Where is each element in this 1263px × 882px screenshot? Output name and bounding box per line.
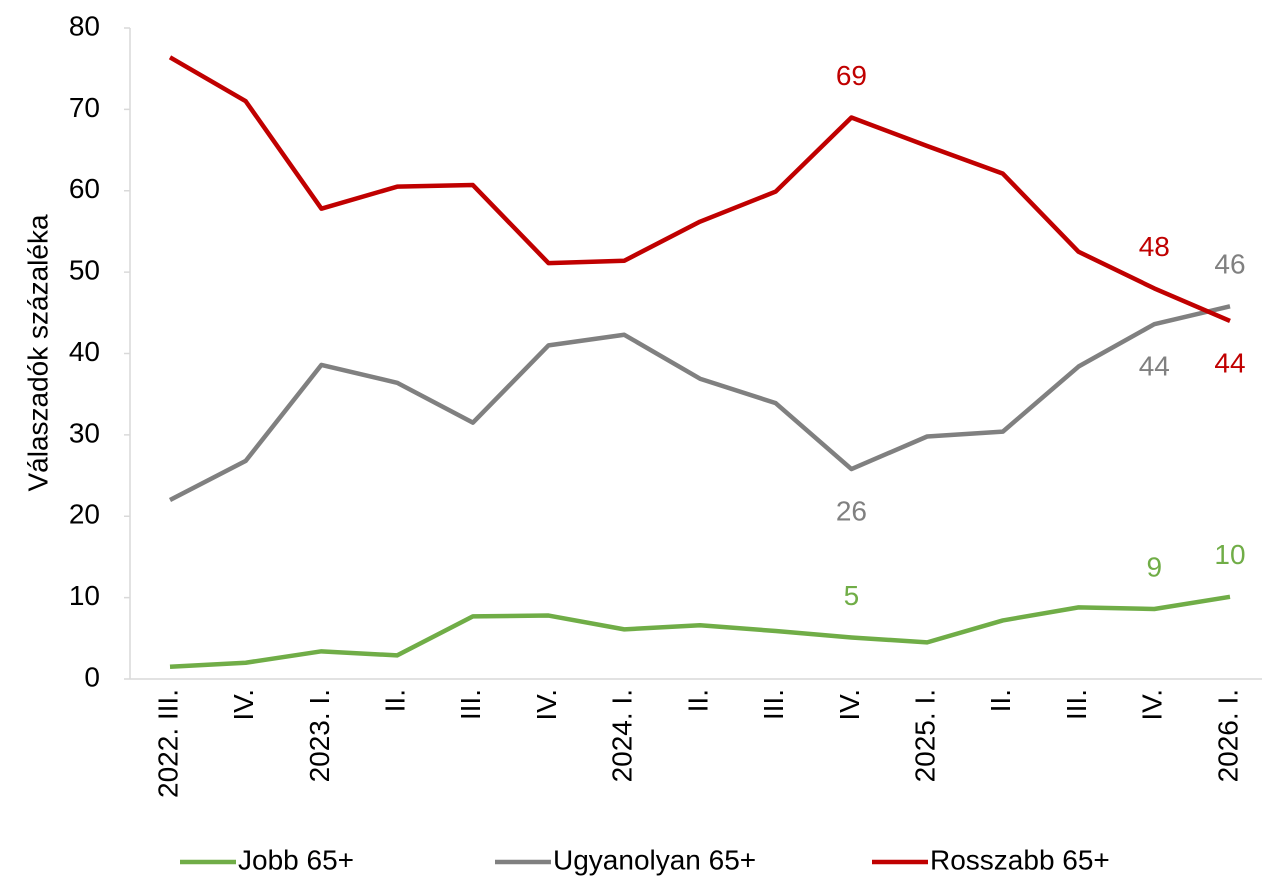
legend-label: Rosszabb 65+ <box>930 844 1110 875</box>
data-label: 69 <box>836 60 867 91</box>
y-tick-label: 50 <box>69 255 100 286</box>
x-tick-label: 2026. I. <box>1212 689 1243 782</box>
legend-label: Jobb 65+ <box>238 844 354 875</box>
data-label: 46 <box>1214 249 1245 280</box>
x-tick-label: 2025. I. <box>910 689 941 782</box>
x-tick-label: IV. <box>834 689 865 721</box>
series-line <box>168 55 1231 324</box>
x-tick-label: III. <box>455 689 486 720</box>
x-tick-label: 2024. I. <box>607 689 638 782</box>
data-label: 9 <box>1146 551 1162 582</box>
data-label: 5 <box>844 580 860 611</box>
legend-label: Ugyanolyan 65+ <box>553 844 756 875</box>
x-tick-label: 2022. III. <box>152 689 183 798</box>
y-tick-label: 30 <box>69 417 100 448</box>
y-axis-label: Válaszadók százaléka <box>22 214 53 491</box>
y-tick-label: 70 <box>69 92 100 123</box>
data-label: 10 <box>1214 539 1245 570</box>
data-label: 44 <box>1214 347 1245 378</box>
x-tick-label: IV. <box>531 689 562 721</box>
x-tick-label: II. <box>985 689 1016 712</box>
x-tick-label: III. <box>758 689 789 720</box>
data-label: 48 <box>1139 231 1170 262</box>
x-tick-label: III. <box>1061 689 1092 720</box>
x-tick-label: 2023. I. <box>304 689 335 782</box>
series-line <box>169 594 1231 670</box>
y-tick-label: 60 <box>69 173 100 204</box>
x-tick-label: IV. <box>1137 689 1168 721</box>
series-line <box>168 304 1231 502</box>
data-label: 44 <box>1139 351 1170 382</box>
x-tick-label: II. <box>380 689 411 712</box>
y-tick-label: 0 <box>84 661 100 692</box>
y-tick-label: 10 <box>69 580 100 611</box>
y-tick-label: 40 <box>69 336 100 367</box>
y-tick-label: 80 <box>69 10 100 41</box>
data-label: 26 <box>836 495 867 526</box>
y-tick-label: 20 <box>69 499 100 530</box>
x-tick-label: II. <box>682 689 713 712</box>
x-tick-label: IV. <box>228 689 259 721</box>
